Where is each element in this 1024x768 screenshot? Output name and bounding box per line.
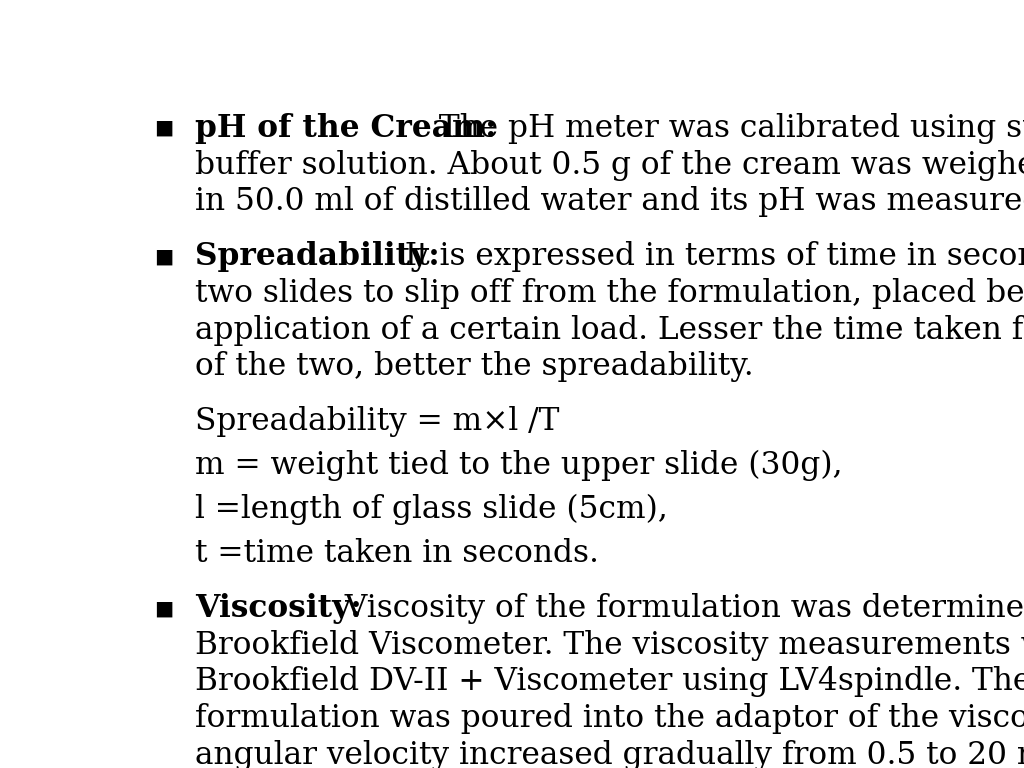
Text: angular velocity increased gradually from 0.5 to 20 rpm: angular velocity increased gradually fro… — [196, 740, 1024, 768]
Text: t =time taken in seconds.: t =time taken in seconds. — [196, 538, 599, 569]
Text: m = weight tied to the upper slide (30g),: m = weight tied to the upper slide (30g)… — [196, 450, 843, 482]
Text: Spreadability:: Spreadability: — [196, 241, 440, 272]
Text: Spreadability = m×l /T: Spreadability = m×l /T — [196, 406, 560, 437]
Text: Viscosity:: Viscosity: — [196, 593, 362, 624]
Text: application of a certain load. Lesser the time taken for the separation: application of a certain load. Lesser th… — [196, 315, 1024, 346]
Text: in 50.0 ml of distilled water and its pH was measured.: in 50.0 ml of distilled water and its pH… — [196, 186, 1024, 217]
Text: It is expressed in terms of time in seconds taken by: It is expressed in terms of time in seco… — [385, 241, 1024, 272]
Text: two slides to slip off from the formulation, placed between, under the: two slides to slip off from the formulat… — [196, 278, 1024, 309]
Text: buffer solution. About 0.5 g of the cream was weighed and dissolved: buffer solution. About 0.5 g of the crea… — [196, 150, 1024, 180]
Text: ▪: ▪ — [154, 113, 174, 144]
Text: of the two, better the spreadability.: of the two, better the spreadability. — [196, 351, 754, 382]
Text: ▪: ▪ — [154, 593, 174, 624]
Text: l =length of glass slide (5cm),: l =length of glass slide (5cm), — [196, 494, 669, 525]
Text: Brookfield DV-II + Viscometer using LV4spindle. The developed: Brookfield DV-II + Viscometer using LV4s… — [196, 667, 1024, 697]
Text: The pH meter was calibrated using standard: The pH meter was calibrated using standa… — [429, 113, 1024, 144]
Text: ▪: ▪ — [154, 241, 174, 272]
Text: Brookfield Viscometer. The viscosity measurements were done using: Brookfield Viscometer. The viscosity mea… — [196, 630, 1024, 660]
Text: formulation was poured into the adaptor of the viscometer and the: formulation was poured into the adaptor … — [196, 703, 1024, 734]
Text: pH of the Cream:: pH of the Cream: — [196, 113, 497, 144]
Text: Viscosity of the formulation was determined by: Viscosity of the formulation was determi… — [325, 593, 1024, 624]
